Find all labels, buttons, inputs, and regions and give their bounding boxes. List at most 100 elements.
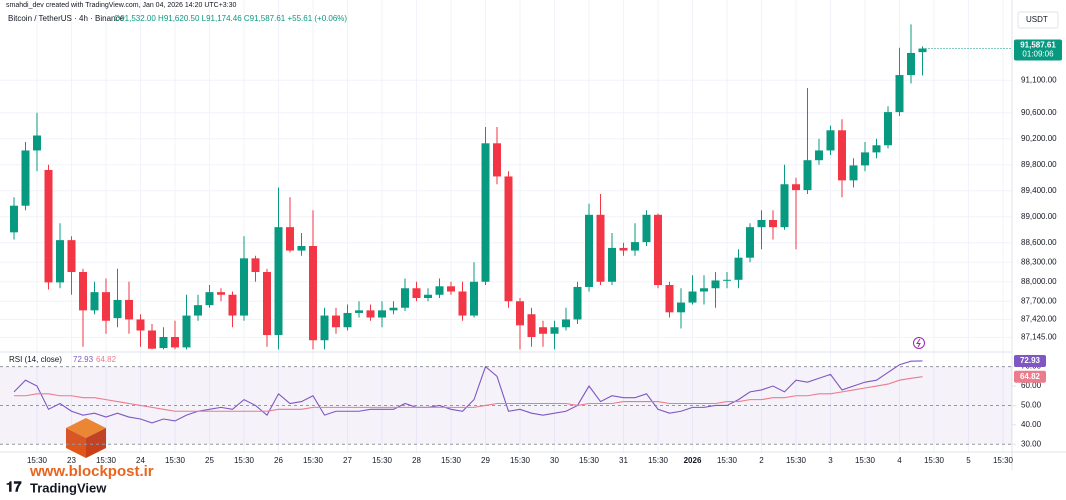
x-tick-label: 15:30 <box>717 456 738 465</box>
x-tick-label: 31 <box>619 456 628 465</box>
rsi-value-box <box>1014 354 1046 367</box>
alert-icon[interactable] <box>913 337 925 349</box>
watermark-site: www.blockpost.ir <box>29 463 154 480</box>
candle-body <box>10 205 18 233</box>
last-price-box <box>1014 39 1062 61</box>
candle-body <box>435 286 444 295</box>
candle-body <box>746 227 754 258</box>
rsi-tick-label: 50.00 <box>1021 401 1042 410</box>
y-tick-label: 88,300.00 <box>1021 257 1057 266</box>
candle-body <box>700 288 708 292</box>
alert-icon-bolt <box>916 338 921 348</box>
candle-body <box>274 227 283 336</box>
x-tick-label: 15:30 <box>855 456 876 465</box>
rsi-tick-label: 60.00 <box>1021 381 1042 390</box>
candle-body <box>803 160 812 191</box>
candle-body <box>838 130 846 181</box>
x-tick-label: 15:30 <box>441 456 462 465</box>
candle-body <box>619 247 628 251</box>
candle-body <box>734 257 743 280</box>
candle-body <box>631 242 639 251</box>
candle-body <box>159 337 168 349</box>
x-tick-label: 15:30 <box>993 456 1014 465</box>
candle-body <box>849 165 858 181</box>
candle-body <box>90 292 99 311</box>
rsi-value-label: 72.93 <box>1020 356 1041 365</box>
rsi-ma-legend-value: 64.82 <box>96 355 117 364</box>
candle-body <box>907 52 915 76</box>
x-tick-label: 15:30 <box>372 456 393 465</box>
candle-body <box>573 286 582 320</box>
y-tick-label: 88,600.00 <box>1021 238 1057 247</box>
candle-body <box>608 247 616 282</box>
candle-body <box>481 143 490 282</box>
x-tick-label: 15:30 <box>234 456 255 465</box>
candle-body <box>182 315 191 348</box>
countdown: 01:09:06 <box>1022 50 1054 59</box>
candle-body <box>493 143 501 177</box>
y-tick-label: 87,145.00 <box>1021 332 1057 341</box>
x-tick-label: 27 <box>343 456 352 465</box>
y-tick-label: 88,000.00 <box>1021 277 1057 286</box>
x-tick-label: 26 <box>274 456 283 465</box>
candle-body <box>447 286 455 292</box>
candle-body <box>654 214 662 285</box>
candle-body <box>320 315 329 341</box>
candle-body <box>194 305 202 316</box>
y-tick-label: 90,200.00 <box>1021 134 1057 143</box>
symbol-title: Bitcoin / TetherUS · 4h · Binance <box>8 14 124 23</box>
candle-body <box>815 150 823 161</box>
y-tick-label: 87,420.00 <box>1021 315 1057 324</box>
x-tick-label: 30 <box>550 456 559 465</box>
candle-body <box>240 258 248 316</box>
x-tick-label: 15:30 <box>303 456 324 465</box>
candle-body <box>780 184 789 228</box>
candle-body <box>412 288 421 298</box>
candle-body <box>102 292 110 321</box>
x-tick-label: 23 <box>67 456 76 465</box>
candle-body <box>205 292 214 306</box>
candle-body <box>596 214 605 282</box>
candle-body <box>895 75 904 113</box>
candle-body <box>539 327 547 334</box>
candle-body <box>343 312 352 328</box>
ohlc-legend: O91,532.00 H91,620.50 L91,174.46 C91,587… <box>114 14 347 23</box>
x-tick-label: 29 <box>481 456 490 465</box>
candle-body <box>918 48 927 53</box>
candle-body <box>424 294 432 298</box>
candle-body <box>67 240 76 272</box>
candle-body <box>355 310 363 313</box>
candle-body <box>44 169 53 283</box>
x-tick-label: 15:30 <box>579 456 600 465</box>
candle-body <box>516 301 524 326</box>
x-tick-label: 15:30 <box>510 456 531 465</box>
candle-body <box>688 291 697 303</box>
x-tick-label: 3 <box>828 456 833 465</box>
tv-logo-mark: 𝟏𝟕 <box>6 479 22 495</box>
candle-body <box>642 214 651 243</box>
candle-body <box>33 135 41 151</box>
rsi-value-label: 64.82 <box>1020 372 1041 381</box>
y-tick-label: 90,600.00 <box>1021 108 1057 117</box>
x-tick-label: 4 <box>897 456 902 465</box>
blockpost-logo <box>66 418 106 458</box>
candle-body <box>136 319 145 331</box>
candle-body <box>389 307 398 311</box>
currency[interactable]: USDT <box>1026 15 1048 24</box>
y-tick-label: 89,000.00 <box>1021 212 1057 221</box>
y-tick-label: 87,700.00 <box>1021 296 1057 305</box>
logo-left <box>66 428 86 458</box>
y-tick-label: 89,400.00 <box>1021 186 1057 195</box>
last-price-label: 91,587.61 <box>1020 41 1056 50</box>
candle-body <box>378 310 386 318</box>
currency-box[interactable] <box>1017 11 1059 29</box>
candle-body <box>148 330 156 349</box>
logo-right <box>86 428 106 458</box>
x-tick-label: 2026 <box>684 456 702 465</box>
x-tick-label: 15:30 <box>96 456 117 465</box>
rsi-legend-value: 72.93 <box>73 355 94 364</box>
candle-body <box>757 220 766 228</box>
candle-body <box>504 176 513 302</box>
